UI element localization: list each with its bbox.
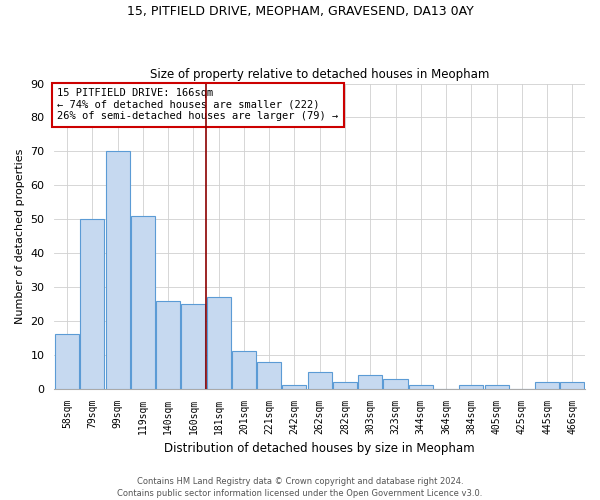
Bar xyxy=(358,375,382,388)
Bar xyxy=(459,386,484,388)
Text: Contains HM Land Registry data © Crown copyright and database right 2024.
Contai: Contains HM Land Registry data © Crown c… xyxy=(118,476,482,498)
Y-axis label: Number of detached properties: Number of detached properties xyxy=(15,148,25,324)
Bar xyxy=(485,386,509,388)
Bar xyxy=(383,378,407,388)
Bar xyxy=(232,352,256,389)
Bar xyxy=(131,216,155,388)
Bar xyxy=(55,334,79,388)
Bar xyxy=(257,362,281,388)
Bar xyxy=(156,300,180,388)
Bar xyxy=(308,372,332,388)
Bar xyxy=(106,152,130,388)
Title: Size of property relative to detached houses in Meopham: Size of property relative to detached ho… xyxy=(150,68,490,81)
Bar xyxy=(181,304,205,388)
Bar xyxy=(333,382,357,388)
Bar xyxy=(535,382,559,388)
Text: 15, PITFIELD DRIVE, MEOPHAM, GRAVESEND, DA13 0AY: 15, PITFIELD DRIVE, MEOPHAM, GRAVESEND, … xyxy=(127,5,473,18)
Bar xyxy=(80,219,104,388)
Text: 15 PITFIELD DRIVE: 166sqm
← 74% of detached houses are smaller (222)
26% of semi: 15 PITFIELD DRIVE: 166sqm ← 74% of detac… xyxy=(57,88,338,122)
Bar xyxy=(206,297,230,388)
Bar xyxy=(409,386,433,388)
Bar xyxy=(560,382,584,388)
Bar xyxy=(283,386,307,388)
X-axis label: Distribution of detached houses by size in Meopham: Distribution of detached houses by size … xyxy=(164,442,475,455)
